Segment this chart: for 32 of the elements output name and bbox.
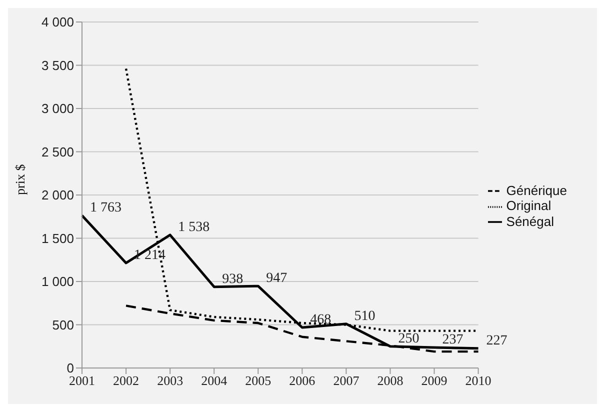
y-tick-label: 4 000	[41, 14, 74, 30]
data-label: 510	[354, 308, 376, 324]
data-label: 947	[266, 271, 288, 286]
y-tick-label: 2 500	[41, 144, 74, 160]
x-tick-label: 2009	[421, 373, 448, 388]
data-label: 1 763	[90, 200, 122, 216]
x-tick-label: 2002	[113, 373, 140, 388]
data-label: 250	[398, 331, 420, 346]
data-label: 227	[486, 333, 508, 348]
legend-label: Sénégal	[506, 214, 554, 229]
x-tick-label: 2008	[377, 373, 404, 388]
data-label: 1 538	[178, 220, 210, 235]
y-tick-label: 1 000	[41, 274, 74, 290]
legend-label: Générique	[506, 182, 567, 198]
x-tick-label: 2003	[157, 373, 184, 388]
x-tick-label: 2001	[69, 373, 95, 388]
data-label: 938	[222, 272, 244, 287]
data-label: 237	[442, 332, 464, 348]
y-tick-label: 2 000	[41, 188, 74, 203]
x-tick-label: 2006	[289, 373, 316, 388]
y-axis-title: prix $	[12, 164, 28, 195]
y-tick-label: 1 500	[41, 230, 74, 246]
legend-label: Original	[506, 198, 552, 214]
data-label: 468	[310, 312, 332, 328]
x-tick-label: 2010	[465, 373, 492, 388]
y-tick-label: 3 500	[41, 58, 74, 73]
x-tick-label: 2004	[201, 373, 228, 388]
x-tick-label: 2005	[245, 373, 272, 388]
x-tick-label: 2007	[333, 373, 360, 388]
y-tick-label: 3 000	[41, 101, 74, 116]
y-tick-label: 0	[66, 360, 74, 376]
y-tick-label: 500	[52, 317, 74, 332]
